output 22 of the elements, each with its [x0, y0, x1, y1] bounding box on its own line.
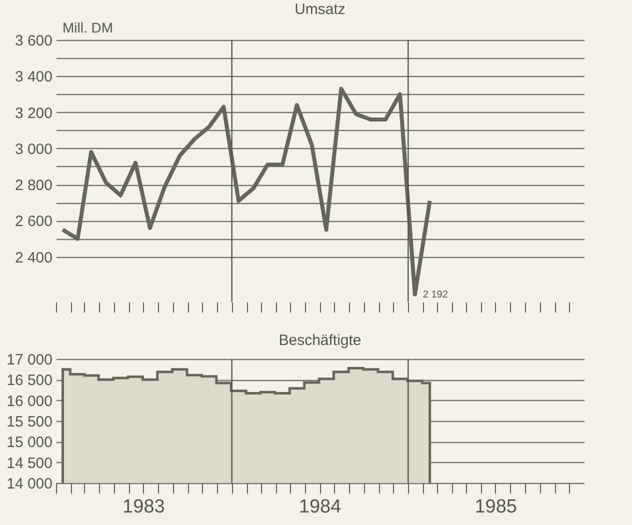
y-tick-label: 2 600 — [14, 213, 52, 230]
chart-title: Umsatz — [294, 1, 346, 18]
y-tick-label: 3 000 — [14, 140, 52, 158]
x-tick-label: 1984 — [298, 496, 342, 518]
y-tick-label: 15 500 — [6, 414, 52, 430]
y-tick-label: 15 000 — [6, 434, 52, 452]
y-tick-label: 2 400 — [14, 249, 52, 266]
y-tick-label: 16 000 — [6, 392, 52, 410]
y-tick-label: 3 600 — [14, 32, 52, 50]
y-tick-label: 16 500 — [6, 372, 52, 390]
y-axis-title: Mill. DM — [62, 20, 114, 36]
chart-title: Beschäftigte — [278, 332, 362, 349]
annotation: 2 192 — [422, 289, 448, 300]
y-tick-label: 14 000 — [6, 476, 52, 492]
y-tick-label: 3 200 — [14, 104, 52, 122]
line-series — [60, 86, 432, 296]
y-tick-label: 17 000 — [6, 352, 52, 368]
y-tick-label: 2 800 — [14, 177, 52, 194]
x-tick-label: 1983 — [122, 496, 165, 518]
y-tick-label: 14 500 — [6, 454, 52, 472]
x-tick-label: 1985 — [474, 496, 517, 518]
y-tick-label: 3 400 — [14, 68, 52, 86]
